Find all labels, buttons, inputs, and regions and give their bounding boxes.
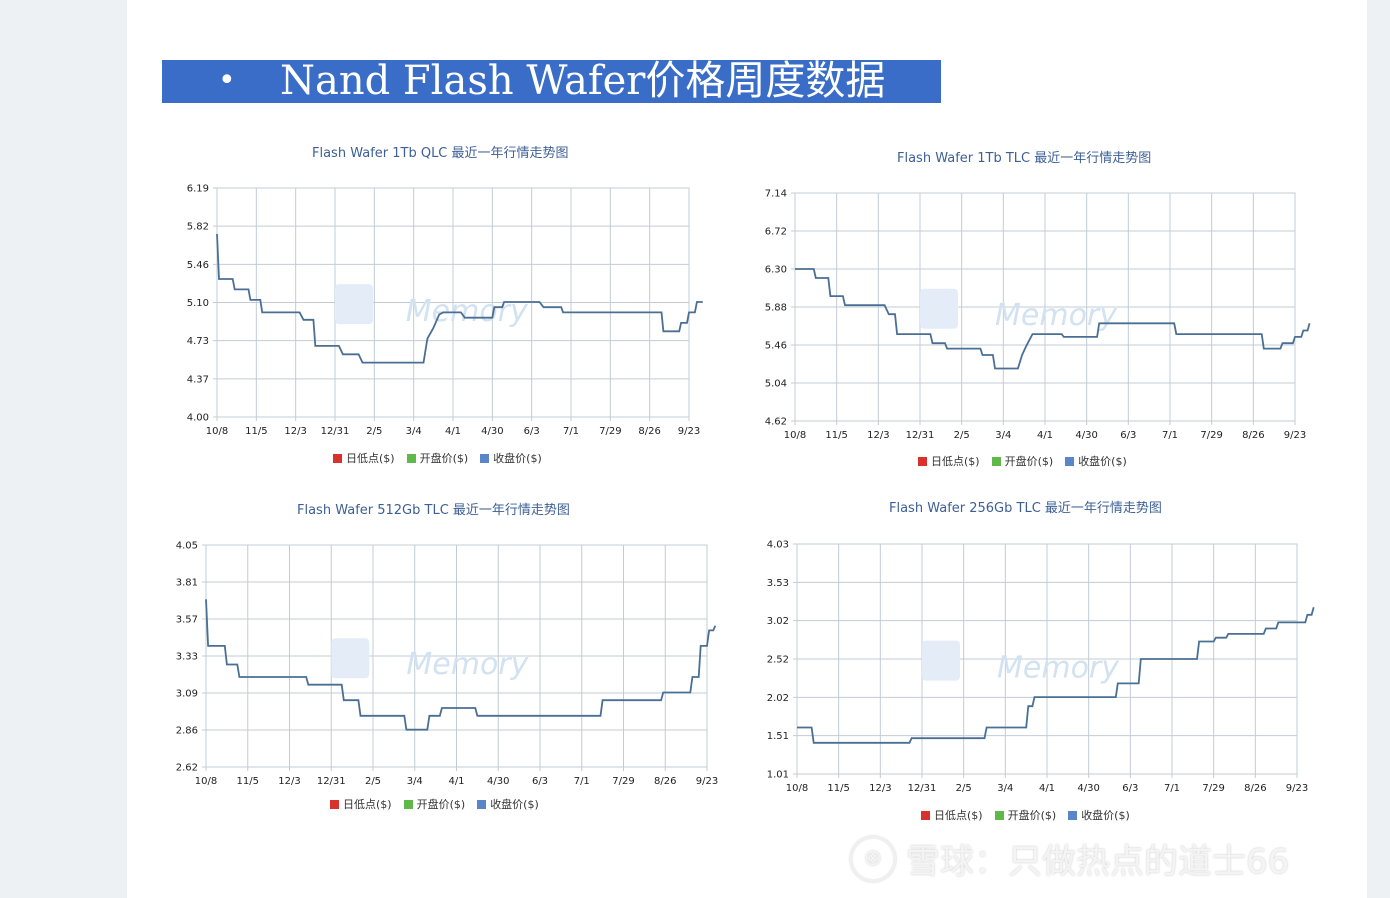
snowball-logo-icon: ⊗ <box>850 835 896 882</box>
legend-label: 日低点($) <box>931 455 980 468</box>
page-title: Nand Flash Wafer价格周度数据 <box>280 58 886 104</box>
chart-title: Flash Wafer 1Tb TLC 最近一年行情走势图 <box>897 151 1152 166</box>
slide-background <box>127 0 1367 898</box>
legend-item: 日低点($) <box>921 807 983 823</box>
legend-item: 收盘价($) <box>1068 807 1130 823</box>
bullet-point: • <box>218 63 236 98</box>
footer-text: 雪球：只做热点的道士66 <box>906 842 1290 882</box>
legend-item: 收盘价($) <box>480 450 542 466</box>
chart-title: Flash Wafer 1Tb QLC 最近一年行情走势图 <box>312 146 569 161</box>
legend-item: 日低点($) <box>330 796 392 812</box>
legend-label: 收盘价($) <box>1078 455 1127 468</box>
legend-label: 日低点($) <box>343 798 392 811</box>
legend-swatch <box>921 810 930 820</box>
legend-swatch <box>330 799 339 809</box>
legend-swatch <box>918 456 927 466</box>
legend-swatch <box>991 456 1001 466</box>
legend-label: 收盘价($) <box>490 798 539 811</box>
legend-label: 日低点($) <box>346 452 395 465</box>
legend-label: 开盘价($) <box>419 452 469 465</box>
legend-label: 开盘价($) <box>1004 455 1054 468</box>
legend-item: 开盘价($) <box>991 453 1054 469</box>
title-banner <box>162 60 941 103</box>
footer-watermark: ⊗ 雪球：只做热点的道士66 <box>850 834 1289 883</box>
legend-item: 开盘价($) <box>403 796 466 812</box>
chart-title: Flash Wafer 256Gb TLC 最近一年行情走势图 <box>889 501 1162 516</box>
legend-item: 收盘价($) <box>1065 453 1127 469</box>
legend-swatch <box>1068 810 1078 820</box>
legend-item: 开盘价($) <box>994 807 1057 823</box>
legend-swatch <box>333 453 342 463</box>
chart-legend: 日低点($) 开盘价($) 收盘价($) <box>921 807 1130 823</box>
legend-label: 收盘价($) <box>1081 809 1130 822</box>
legend-swatch <box>406 453 416 463</box>
legend-item: 日低点($) <box>918 453 980 469</box>
chart-legend: 日低点($) 开盘价($) 收盘价($) <box>918 453 1127 469</box>
legend-swatch <box>994 810 1004 820</box>
legend-item: 开盘价($) <box>406 450 469 466</box>
legend-swatch <box>403 799 413 809</box>
chart-title: Flash Wafer 512Gb TLC 最近一年行情走势图 <box>297 503 570 518</box>
legend-label: 开盘价($) <box>1007 809 1057 822</box>
legend-label: 日低点($) <box>934 809 983 822</box>
legend-item: 日低点($) <box>333 450 395 466</box>
legend-swatch <box>477 799 487 809</box>
legend-swatch <box>1065 456 1075 466</box>
legend-item: 收盘价($) <box>477 796 539 812</box>
chart-legend: 日低点($) 开盘价($) 收盘价($) <box>333 450 542 466</box>
chart-legend: 日低点($) 开盘价($) 收盘价($) <box>330 796 539 812</box>
legend-label: 开盘价($) <box>416 798 466 811</box>
legend-swatch <box>480 453 490 463</box>
legend-label: 收盘价($) <box>493 452 542 465</box>
